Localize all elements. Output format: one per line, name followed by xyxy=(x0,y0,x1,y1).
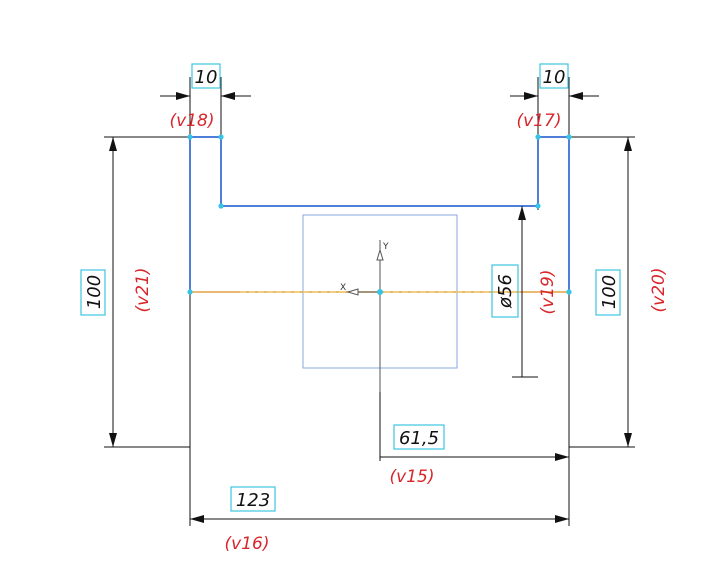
sketch-point xyxy=(535,134,541,140)
dimension-variable: (v21) xyxy=(133,268,153,313)
dimension-lines xyxy=(109,92,632,523)
value-box xyxy=(491,264,519,318)
value-box xyxy=(230,486,276,512)
dimension-variable: (v16) xyxy=(225,534,270,554)
point-marker-icon[interactable] xyxy=(187,134,572,295)
dimension-top-left[interactable]: 10 (v18) xyxy=(170,63,221,131)
origin-marker-icon xyxy=(346,248,384,296)
dimension-value: 10 xyxy=(543,67,566,88)
sketch-point xyxy=(187,289,193,295)
sketch-point xyxy=(535,203,541,209)
dimension-variable: (v18) xyxy=(170,111,215,131)
dimension-left-height[interactable]: 100 (v21) xyxy=(80,268,153,316)
dimension-top-right[interactable]: 10 (v17) xyxy=(517,63,569,131)
sketch-point xyxy=(187,134,193,140)
origin-point xyxy=(377,289,383,295)
value-box xyxy=(80,269,106,316)
dimension-value: 100 xyxy=(84,275,105,309)
dimension-variable: (v19) xyxy=(538,270,558,315)
dimension-value: 123 xyxy=(236,490,270,511)
sketch-point xyxy=(218,203,224,209)
dimension-variable: (v15) xyxy=(390,467,435,487)
dimension-value: 100 xyxy=(599,275,620,309)
sketch-point xyxy=(566,134,572,140)
dimension-total-width[interactable]: 123 (v16) xyxy=(225,486,276,554)
dimension-right-height[interactable]: 100 (v20) xyxy=(595,268,669,316)
value-box xyxy=(595,269,621,316)
extension-lines xyxy=(104,77,635,526)
axis-label-x: X xyxy=(340,283,346,293)
dimension-variable: (v20) xyxy=(649,268,669,313)
value-box xyxy=(393,424,445,450)
value-box xyxy=(191,63,221,89)
sketch-point xyxy=(566,289,572,295)
profile-outline[interactable] xyxy=(189,136,570,292)
dimension-variable: (v17) xyxy=(517,111,562,131)
value-box xyxy=(539,63,569,89)
dimension-value: 61,5 xyxy=(399,428,439,449)
sketch-point xyxy=(218,134,224,140)
dimension-value: 10 xyxy=(195,67,218,88)
dimension-diameter[interactable]: ø56 (v19) xyxy=(491,264,558,318)
axis-label-y: Y xyxy=(382,242,389,252)
dimension-half-width[interactable]: 61,5 (v15) xyxy=(390,424,445,487)
dimension-value: ø56 xyxy=(495,274,516,309)
